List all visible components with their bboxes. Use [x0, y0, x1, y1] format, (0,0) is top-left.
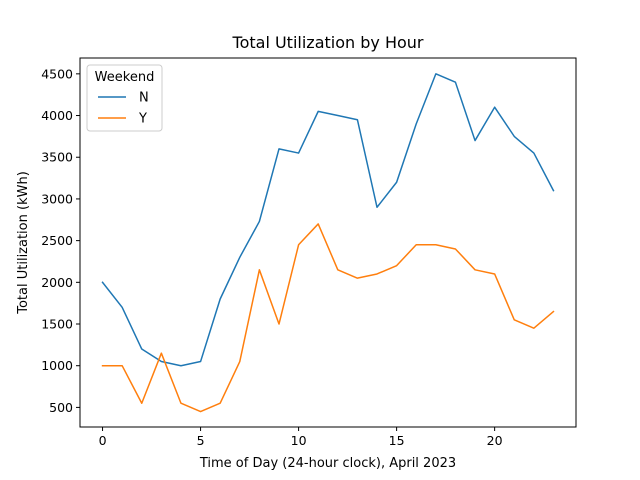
y-tick-label: 1500: [41, 317, 73, 332]
y-tick-label: 3000: [41, 191, 73, 206]
x-axis: 0 5 10 15 20: [99, 427, 503, 448]
legend-title: Weekend: [95, 70, 155, 85]
legend-label-n: N: [139, 91, 149, 106]
x-tick-label: 15: [389, 433, 405, 448]
legend-box: [86, 64, 163, 132]
x-axis-label: Time of Day (24-hour clock), April 2023: [199, 456, 456, 471]
x-tick-label: 0: [99, 433, 107, 448]
y-tick-label: 2500: [41, 233, 73, 248]
series-layer: [101, 73, 555, 413]
y-tick-label: 3500: [41, 150, 73, 165]
x-tick-label: 10: [291, 433, 307, 448]
legend-label-y: Y: [138, 112, 147, 127]
y-tick-label: 4500: [41, 66, 73, 81]
chart-title: Total Utilization by Hour: [232, 33, 424, 52]
y-tick-label: 2000: [41, 275, 73, 290]
plot-frame: [79, 57, 577, 428]
y-tick-label: 4000: [41, 108, 73, 123]
series-line-n: [101, 73, 555, 367]
y-axis: 500 1000 1500 2000 2500 3000 3500 4000 4500: [41, 66, 80, 415]
legend: Weekend N Y: [86, 64, 163, 132]
y-tick-label: 500: [49, 400, 73, 415]
series-line-y: [101, 223, 555, 413]
y-axis-label: Total Utilization (kWh): [16, 171, 31, 315]
x-tick-label: 5: [197, 433, 205, 448]
y-tick-label: 1000: [41, 358, 73, 373]
x-tick-label: 20: [487, 433, 503, 448]
